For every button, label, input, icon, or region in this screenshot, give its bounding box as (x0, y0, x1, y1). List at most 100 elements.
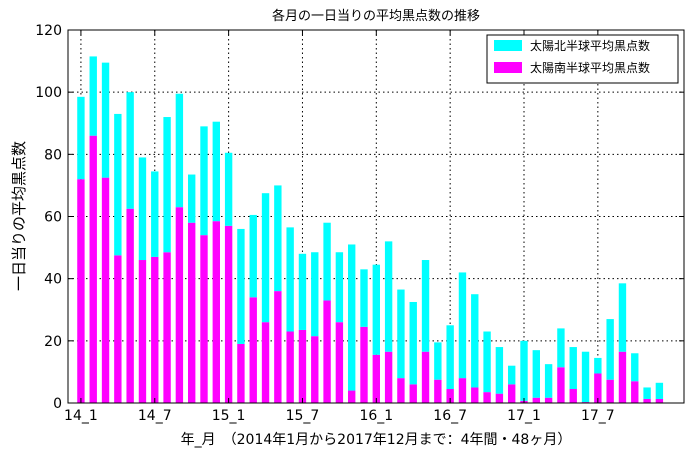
y-tick-label: 40 (44, 272, 62, 288)
legend: 太陽北半球平均黒点数 太陽南半球平均黒点数 (486, 34, 679, 84)
x-tick-label: 15_1 (212, 408, 246, 424)
bar-south (175, 207, 184, 403)
bar-south (384, 351, 393, 403)
bar-south (126, 208, 134, 403)
y-tick-label: 20 (44, 334, 62, 350)
bar-north (188, 174, 196, 223)
bar-south (631, 381, 639, 403)
bar-north (557, 328, 565, 368)
bar-south (163, 252, 171, 403)
x-tick-label: 16_7 (433, 408, 467, 424)
bar-north (237, 228, 245, 344)
bar-south (458, 378, 467, 403)
bar-south (77, 179, 85, 403)
bar-south (446, 389, 454, 403)
bar-south (508, 384, 516, 403)
y-tick-label: 80 (44, 147, 62, 163)
bar-south (224, 225, 233, 403)
bar-south (397, 378, 405, 403)
bar-south (212, 221, 220, 403)
bar-north (224, 152, 233, 226)
bar-south (261, 322, 270, 403)
bar-north (212, 121, 220, 222)
x-tick-label: 17_7 (581, 408, 615, 424)
bar-south (114, 255, 122, 403)
bar-north (483, 331, 491, 393)
bar-north (643, 387, 651, 399)
bar-south (335, 322, 344, 403)
bar-north (335, 252, 344, 323)
bar-south (237, 343, 245, 403)
bar-south (655, 398, 664, 403)
bar-south (348, 390, 356, 403)
bar-north (409, 301, 417, 385)
bar-north (458, 272, 467, 379)
bar-north (581, 351, 590, 403)
bar-south (188, 222, 196, 403)
y-axis-label: 一日当りの平均黒点数 (10, 141, 28, 291)
bar-north (446, 325, 454, 390)
bars (77, 56, 664, 403)
y-tick-label: 60 (44, 210, 62, 226)
bar-north (471, 294, 479, 388)
y-axis: 0 20 40 60 80 100 120 (35, 23, 684, 412)
bar-north (569, 347, 577, 390)
bar-south (89, 135, 97, 403)
x-tick-label: 14_7 (138, 408, 172, 424)
bar-north (655, 382, 664, 399)
bar-south (434, 379, 442, 403)
bar-north (261, 193, 270, 323)
bar-south (138, 260, 147, 403)
bar-south (495, 393, 504, 403)
bar-north (397, 289, 405, 379)
bar-north (311, 252, 319, 337)
bar-north (606, 319, 614, 380)
x-tick-label: 16_1 (359, 408, 393, 424)
bar-south (323, 300, 331, 403)
bar-south (557, 367, 565, 403)
bar-south (286, 331, 294, 403)
x-axis-label: 年_月 （2014年1月から2017年12月まで：4年間・48ヶ月） (181, 432, 572, 448)
bar-south (471, 387, 479, 403)
bar-south (101, 177, 110, 403)
bar-north (348, 244, 356, 391)
bar-north (495, 347, 504, 394)
x-axis: 14_1 14_7 15_1 15_7 16_1 16_7 17_1 17_7 (64, 30, 615, 424)
bar-north (434, 342, 442, 380)
bar-south (151, 256, 159, 403)
bar-south (274, 291, 282, 403)
bar-north (274, 185, 282, 292)
bar-south (360, 326, 368, 403)
bar-north (114, 113, 122, 256)
y-tick-label: 100 (35, 85, 62, 101)
bar-south (372, 354, 380, 403)
bar-north (618, 283, 627, 352)
bar-north (89, 56, 97, 136)
bar-north (77, 96, 85, 180)
bar-north (372, 264, 380, 355)
bar-south (200, 235, 208, 403)
legend-swatch-north (494, 40, 522, 51)
bar-north (298, 253, 307, 330)
bar-south (643, 398, 651, 403)
y-tick-label: 0 (53, 396, 62, 412)
legend-label-north: 太陽北半球平均黒点数 (530, 38, 650, 53)
bar-north (138, 157, 147, 261)
bar-north (163, 117, 171, 253)
x-tick-label: 14_1 (64, 408, 98, 424)
bar-north (101, 62, 110, 178)
bar-north (631, 353, 639, 382)
x-tick-label: 17_1 (507, 408, 541, 424)
bar-north (520, 340, 528, 401)
chart-title: 各月の一日当りの平均黒点数の推移 (272, 8, 480, 24)
bar-south (606, 379, 614, 403)
bar-south (311, 336, 319, 403)
bar-south (249, 297, 257, 403)
bar-south (544, 397, 553, 403)
legend-label-south: 太陽南半球平均黒点数 (530, 60, 650, 75)
bar-north (594, 357, 602, 374)
bar-south (532, 397, 540, 403)
bar-north (384, 241, 393, 352)
bar-south (298, 329, 307, 403)
bar-south (409, 384, 417, 403)
